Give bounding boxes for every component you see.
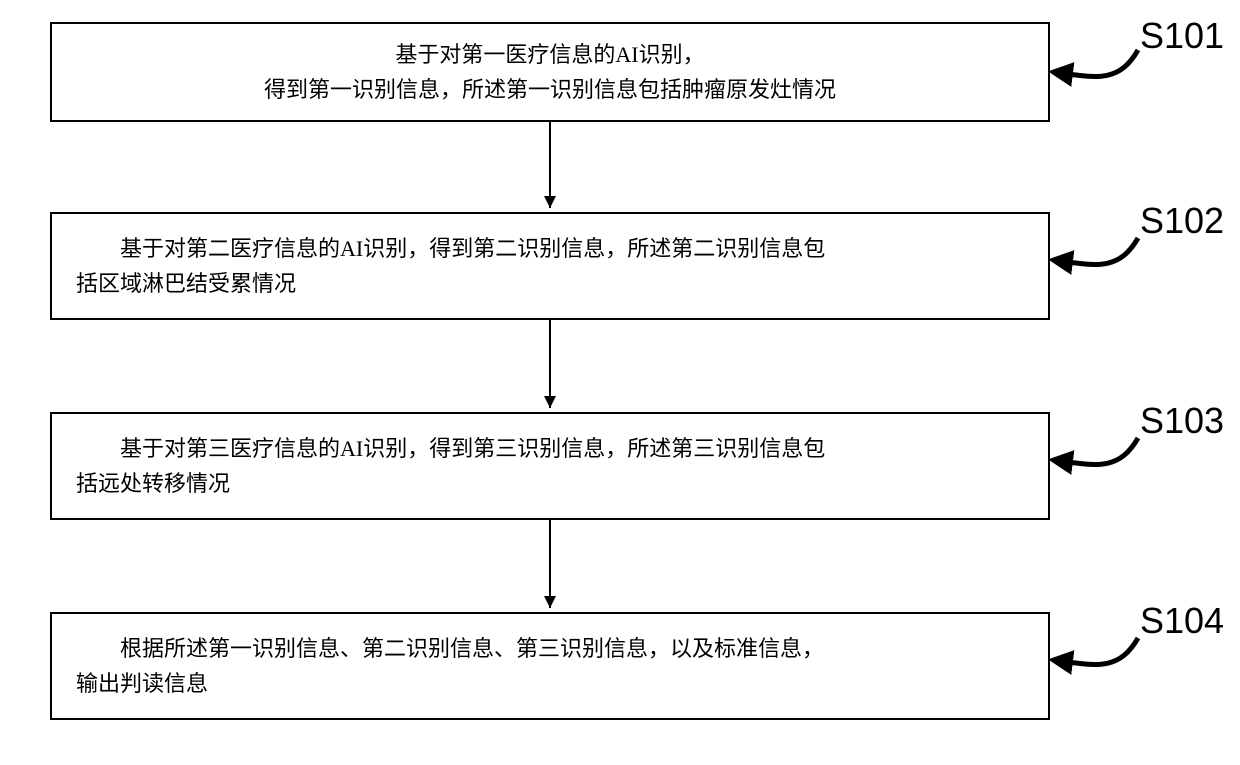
arrows-layer [0, 0, 1240, 765]
label-pointer-arrow [1053, 238, 1138, 264]
label-pointer-arrow [1053, 438, 1138, 464]
label-pointer-arrow [1053, 638, 1138, 664]
flowchart-canvas: 基于对第一医疗信息的AI识别， 得到第一识别信息，所述第一识别信息包括肿瘤原发灶… [0, 0, 1240, 765]
label-pointer-arrow [1053, 50, 1138, 76]
